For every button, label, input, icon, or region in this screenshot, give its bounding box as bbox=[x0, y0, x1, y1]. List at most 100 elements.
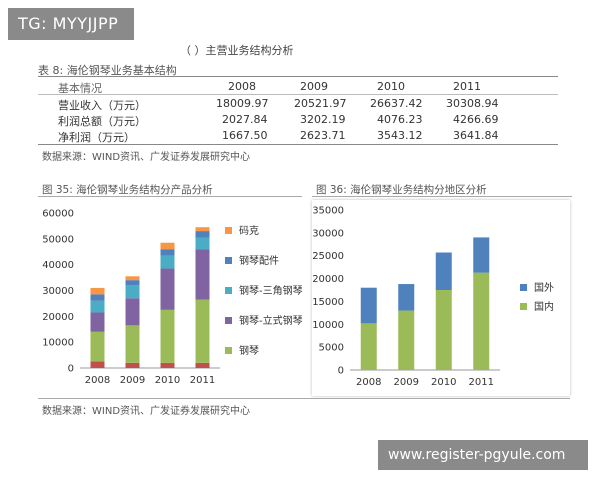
table-header-2009: 2009 bbox=[300, 80, 328, 93]
x-tick-label: 2011 bbox=[469, 377, 494, 388]
table-caption: 表 8: 海伦钢琴业务基本结构 bbox=[38, 64, 177, 77]
y-tick-label: 35000 bbox=[312, 206, 344, 217]
fig35-rule bbox=[38, 196, 302, 197]
table-cell: 4266.69 bbox=[453, 113, 499, 126]
fig36-title: 图 36: 海伦钢琴业务结构分地区分析 bbox=[316, 184, 487, 196]
y-tick-label: 0 bbox=[338, 366, 344, 377]
table-header-rule bbox=[38, 94, 558, 95]
y-tick-label: 5000 bbox=[319, 343, 344, 354]
y-tick-label: 10000 bbox=[42, 338, 74, 349]
bar-segment bbox=[360, 323, 377, 370]
bar-segment bbox=[125, 362, 140, 368]
y-tick-label: 60000 bbox=[42, 209, 74, 220]
table-row-label: 营业收入（万元） bbox=[58, 99, 146, 112]
bar-segment bbox=[90, 312, 105, 332]
bar-segment bbox=[90, 300, 105, 313]
bar-segment bbox=[398, 284, 415, 311]
table-cell: 3641.84 bbox=[453, 129, 499, 142]
bar-segment bbox=[435, 252, 452, 290]
table-bottom-rule bbox=[38, 144, 558, 145]
bar-segment bbox=[473, 237, 490, 273]
table-source: 数据来源：WIND资讯、广发证券发展研究中心 bbox=[42, 152, 251, 163]
legend-swatch bbox=[520, 284, 527, 291]
y-tick-label: 30000 bbox=[42, 286, 74, 297]
tg-badge: TG: MYYJJPP bbox=[8, 8, 134, 40]
y-tick-label: 15000 bbox=[312, 297, 344, 308]
bar-segment bbox=[195, 249, 210, 300]
x-tick-label: 2008 bbox=[356, 377, 381, 388]
bar-segment bbox=[195, 227, 210, 232]
legend-swatch bbox=[225, 287, 232, 294]
bar-segment bbox=[160, 309, 175, 363]
legend-label: 国外 bbox=[534, 282, 554, 294]
table-header-2010: 2010 bbox=[377, 80, 405, 93]
table-header-label: 基本情况 bbox=[58, 82, 102, 95]
legend-label: 钢琴-三角钢琴 bbox=[239, 284, 303, 297]
y-tick-label: 10000 bbox=[312, 320, 344, 331]
fig35-chart-panel: 0 10000 20000 30000 40000 50000 60000 2008 2009 2… bbox=[40, 200, 310, 396]
figures-source: 数据来源：WIND资讯、广发证券发展研究中心 bbox=[42, 406, 251, 417]
legend-label: 钢琴 bbox=[239, 344, 259, 357]
bar-segment bbox=[398, 310, 415, 370]
section-heading: （ ）主营业务结构分析 bbox=[180, 44, 294, 57]
fig36-chart-panel: 0 5000 10000 15000 20000 25000 30000 35000 2008 2… bbox=[312, 200, 570, 396]
table-cell: 1667.50 bbox=[222, 129, 268, 142]
legend-swatch bbox=[225, 347, 232, 354]
fig35-title: 图 35: 海伦钢琴业务结构分产品分析 bbox=[42, 184, 213, 196]
legend-swatch bbox=[225, 227, 232, 234]
bar-segment bbox=[435, 290, 452, 370]
bar-segment bbox=[125, 298, 140, 326]
table-header-2011: 2011 bbox=[453, 80, 481, 93]
table-cell: 2027.84 bbox=[222, 113, 268, 126]
table-row-label: 利润总额（万元） bbox=[58, 115, 146, 128]
legend-label: 钢琴-立式钢琴 bbox=[239, 314, 303, 327]
bar-segment bbox=[160, 249, 175, 256]
bar-segment bbox=[90, 294, 105, 301]
bar-segment bbox=[360, 287, 377, 324]
legend-swatch bbox=[225, 257, 232, 264]
legend-swatch bbox=[520, 303, 527, 310]
y-tick-label: 20000 bbox=[42, 312, 74, 323]
bar-segment bbox=[160, 255, 175, 269]
bar-segment bbox=[160, 242, 175, 250]
bar-segment bbox=[160, 268, 175, 310]
legend-swatch bbox=[225, 317, 232, 324]
bar-segment bbox=[195, 299, 210, 363]
bar-segment bbox=[125, 280, 140, 286]
x-tick-label: 2009 bbox=[394, 377, 419, 388]
table-cell: 4076.23 bbox=[377, 113, 423, 126]
bar-segment bbox=[125, 325, 140, 363]
table-cell: 26637.42 bbox=[370, 97, 423, 110]
table-cell: 3543.12 bbox=[377, 129, 423, 142]
fig36-stacked-bar-chart: 0 5000 10000 15000 20000 25000 30000 35000 2008 2… bbox=[312, 206, 554, 389]
bar-segment bbox=[195, 231, 210, 238]
bar-segment bbox=[90, 287, 105, 295]
bar-segment bbox=[90, 331, 105, 362]
y-tick-label: 30000 bbox=[312, 228, 344, 239]
bar-segment bbox=[160, 362, 175, 368]
bar-segment bbox=[90, 361, 105, 368]
legend-label: 钢琴配件 bbox=[239, 254, 279, 267]
watermark-banner: www.register-pgyule.com bbox=[378, 440, 588, 470]
x-tick-label: 2010 bbox=[431, 377, 456, 388]
y-tick-label: 50000 bbox=[42, 234, 74, 245]
table-cell: 18009.97 bbox=[216, 97, 269, 110]
bar-segment bbox=[195, 237, 210, 250]
bar-segment bbox=[125, 276, 140, 281]
bar-segment bbox=[195, 362, 210, 368]
x-tick-label: 2011 bbox=[190, 375, 215, 386]
x-tick-label: 2009 bbox=[120, 375, 145, 386]
table-header-2008: 2008 bbox=[228, 80, 256, 93]
y-tick-label: 40000 bbox=[42, 260, 74, 271]
table-cell: 3202.19 bbox=[300, 113, 346, 126]
bar-segment bbox=[473, 272, 490, 370]
table-row-label: 净利润（万元） bbox=[58, 131, 135, 144]
y-tick-label: 25000 bbox=[312, 251, 344, 262]
y-tick-label: 20000 bbox=[312, 274, 344, 285]
bar-segment bbox=[125, 285, 140, 299]
legend-label: 国内 bbox=[534, 300, 554, 313]
table-top-rule bbox=[38, 76, 558, 77]
x-tick-label: 2008 bbox=[85, 375, 110, 386]
fig36-rule bbox=[312, 196, 572, 197]
table-cell: 2623.71 bbox=[300, 129, 346, 142]
